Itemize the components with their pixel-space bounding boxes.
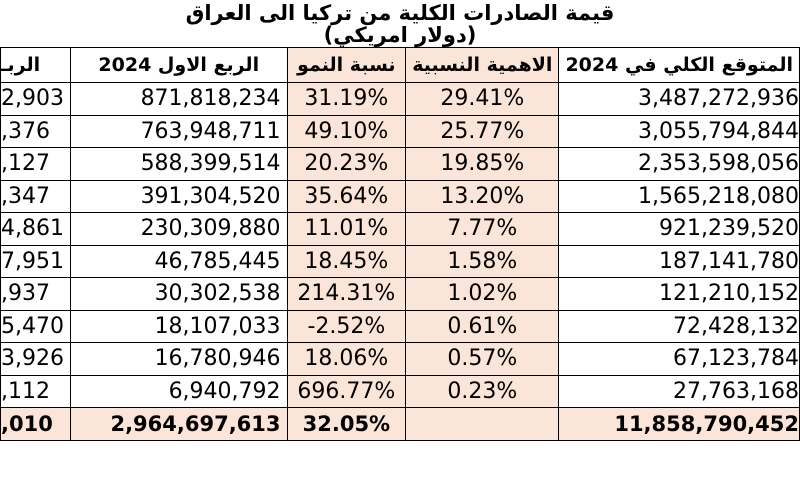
cell-expected-total: 67,123,784: [558, 342, 800, 376]
cell-q1-2024: 30,302,538: [69, 277, 288, 311]
cell-growth-rate: 18.45%: [286, 244, 407, 278]
cell-relative-importance: 0.61%: [405, 309, 560, 343]
cell-q1-prev: ,127: [0, 147, 71, 181]
cell-expected-total: 27,763,168: [558, 374, 800, 408]
cell-expected-total: 3,055,794,844: [558, 114, 800, 148]
cell-q1-2024: 6,940,792: [69, 374, 288, 408]
title-line-2: (دولار امريكي): [323, 23, 477, 47]
cell-q1-prev: 2,903: [0, 82, 71, 116]
cell-q1-prev: ,347: [0, 179, 71, 213]
header-relative-importance: الاهمية النسبية: [405, 47, 560, 83]
table-row: 4,861 230,309,880 11.01% 7.77% 921,239,520: [0, 212, 800, 246]
cell-relative-importance: 0.57%: [405, 342, 560, 376]
table-row: ,112 6,940,792 696.77% 0.23% 27,763,168: [0, 374, 800, 408]
total-expected-2024: 11,858,790,452: [558, 407, 800, 441]
cell-q1-prev: 5,470: [0, 309, 71, 343]
cell-relative-importance: 13.20%: [405, 179, 560, 213]
cell-growth-rate: 49.10%: [286, 114, 407, 148]
cell-growth-rate: 31.19%: [286, 82, 407, 116]
table-row: 2,903 871,818,234 31.19% 29.41% 3,487,272,93…: [0, 82, 800, 116]
cell-expected-total: 921,239,520: [558, 212, 800, 246]
table-title: قيمة الصادرات الكلية من تركيا الى العراق…: [0, 0, 800, 47]
exports-table: الربـ الربع الاول 2024 نسبة النمو الاهمي…: [0, 47, 800, 441]
title-line-1: قيمة الصادرات الكلية من تركيا الى العراق: [185, 1, 615, 25]
cell-relative-importance: 29.41%: [405, 82, 560, 116]
cell-expected-total: 2,353,598,056: [558, 147, 800, 181]
cell-q1-prev: 4,861: [0, 212, 71, 246]
header-expected-total-2024: المتوقع الكلي في 2024: [558, 47, 800, 83]
cell-q1-2024: 588,399,514: [69, 147, 288, 181]
cell-q1-prev: 7,951: [0, 244, 71, 278]
cell-growth-rate: 214.31%: [286, 277, 407, 311]
cell-q1-prev: ,112: [0, 374, 71, 408]
cell-expected-total: 72,428,132: [558, 309, 800, 343]
cell-q1-prev: ,376: [0, 114, 71, 148]
cell-q1-prev: 3,926: [0, 342, 71, 376]
cell-growth-rate: 18.06%: [286, 342, 407, 376]
cell-relative-importance: 1.58%: [405, 244, 560, 278]
total-q1-prev: ,010: [0, 407, 71, 441]
table-row: ,127 588,399,514 20.23% 19.85% 2,353,598,056: [0, 147, 800, 181]
cell-expected-total: 187,141,780: [558, 244, 800, 278]
header-growth-rate: نسبة النمو: [286, 47, 407, 83]
total-q1-2024: 2,964,697,613: [69, 407, 288, 441]
cell-q1-2024: 230,309,880: [69, 212, 288, 246]
cell-q1-2024: 871,818,234: [69, 82, 288, 116]
cell-expected-total: 3,487,272,936: [558, 82, 800, 116]
cell-q1-2024: 391,304,520: [69, 179, 288, 213]
cell-q1-2024: 18,107,033: [69, 309, 288, 343]
cell-expected-total: 121,210,152: [558, 277, 800, 311]
header-q1-prev: الربـ: [0, 47, 71, 83]
cell-expected-total: 1,565,218,080: [558, 179, 800, 213]
cell-growth-rate: 11.01%: [286, 212, 407, 246]
total-growth-rate: 32.05%: [286, 407, 407, 441]
cell-relative-importance: 7.77%: [405, 212, 560, 246]
cell-relative-importance: 1.02%: [405, 277, 560, 311]
table-row: ,937 30,302,538 214.31% 1.02% 121,210,152: [0, 277, 800, 311]
header-q1-2024: الربع الاول 2024: [69, 47, 288, 83]
cell-q1-2024: 763,948,711: [69, 114, 288, 148]
cell-growth-rate: 20.23%: [286, 147, 407, 181]
cell-growth-rate: 35.64%: [286, 179, 407, 213]
total-row: ,010 2,964,697,613 32.05% 11,858,790,452: [0, 407, 800, 441]
table-row: 3,926 16,780,946 18.06% 0.57% 67,123,784: [0, 342, 800, 376]
table-row: ,347 391,304,520 35.64% 13.20% 1,565,218,080: [0, 179, 800, 213]
cell-relative-importance: 0.23%: [405, 374, 560, 408]
cell-relative-importance: 25.77%: [405, 114, 560, 148]
total-relative-importance: [405, 407, 560, 441]
cell-relative-importance: 19.85%: [405, 147, 560, 181]
table-row: 7,951 46,785,445 18.45% 1.58% 187,141,780: [0, 244, 800, 278]
table-row: 5,470 18,107,033 -2.52% 0.61% 72,428,132: [0, 309, 800, 343]
cell-growth-rate: 696.77%: [286, 374, 407, 408]
cell-growth-rate: -2.52%: [286, 309, 407, 343]
cell-q1-2024: 16,780,946: [69, 342, 288, 376]
table-row: ,376 763,948,711 49.10% 25.77% 3,055,794,844: [0, 114, 800, 148]
cell-q1-2024: 46,785,445: [69, 244, 288, 278]
cell-q1-prev: ,937: [0, 277, 71, 311]
header-row: الربـ الربع الاول 2024 نسبة النمو الاهمي…: [0, 47, 800, 83]
